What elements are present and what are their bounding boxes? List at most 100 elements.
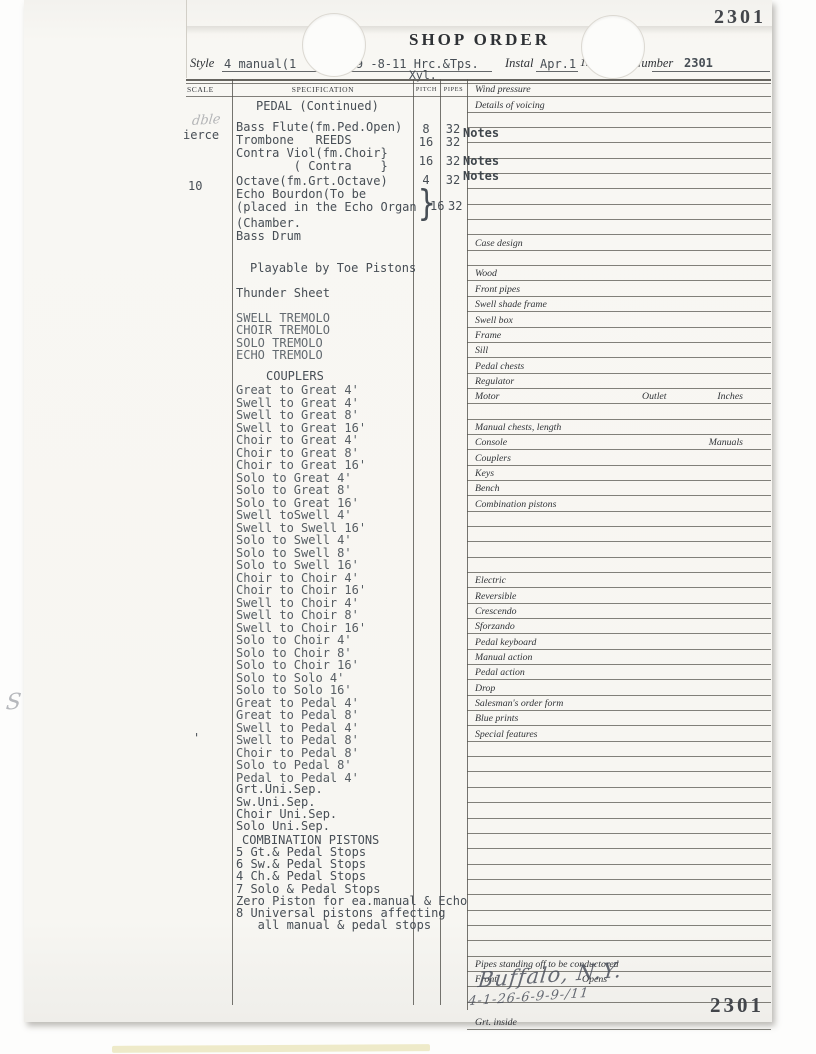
form-row-label: Swell box xyxy=(475,314,513,326)
unison-separation-line: Grt.Uni.Sep. xyxy=(236,782,323,797)
scan-smudge xyxy=(186,26,772,34)
pedal-stop-line: Trombone REEDS xyxy=(236,133,352,147)
coupler-list: Great to Great 4' Swell to Great 4' Swell … xyxy=(236,384,468,784)
form-row-label: Pedal action xyxy=(475,667,525,679)
form-row xyxy=(467,987,771,1003)
form-row: Special features xyxy=(467,726,771,742)
number-value: 2301 xyxy=(684,56,713,70)
form-row-label: Swell shade frame xyxy=(475,299,547,311)
coupler-line: Solo to Swell 16' xyxy=(236,558,359,573)
form-row xyxy=(467,527,771,543)
form-row xyxy=(467,757,771,773)
combination-pistons-heading: COMBINATION PISTONS xyxy=(242,832,380,847)
form-row-label: Frame xyxy=(475,329,502,341)
specification-typed-column: PEDAL (Continued) Bass Flute(fm.Ped.Open… xyxy=(236,96,468,933)
pedal-stop-line: Bass Drum xyxy=(236,229,302,243)
coupler-line: Solo to Great 8' xyxy=(236,483,352,498)
pipes-value: 32 xyxy=(448,199,463,213)
form-row: Reversible xyxy=(467,588,771,604)
pipes-value: 32 xyxy=(445,154,461,168)
form-row xyxy=(467,865,771,880)
scan-artifact-strip xyxy=(111,1044,431,1053)
coupler-line: Choir to Great 8' xyxy=(236,445,359,460)
form-row-label: Regulator xyxy=(475,375,515,387)
coupler-line: Solo to Choir 16' xyxy=(236,658,359,673)
form-row xyxy=(467,251,771,267)
specification-column-header: SPECIFICATION xyxy=(291,85,355,94)
column-divider xyxy=(413,79,414,1005)
form-row xyxy=(467,788,771,804)
thunder-sheet-line: Thunder Sheet xyxy=(236,286,330,300)
form-row-label: Combination pistons xyxy=(475,498,557,510)
form-row-label: Motor xyxy=(475,391,500,403)
form-row xyxy=(467,880,771,896)
coupler-line: Swell to Swell 16' xyxy=(236,520,367,535)
form-row-right-label: Inches xyxy=(717,391,743,403)
combination-piston-line: 5 Gt.& Pedal Stops xyxy=(236,845,367,860)
form-row: Regulator xyxy=(467,374,771,389)
form-row-label: Console xyxy=(475,437,508,449)
form-row: Pipes standing off to be conductored xyxy=(467,957,771,972)
form-row: Details of voicing xyxy=(467,97,771,113)
form-row: Grt. inside xyxy=(467,1003,771,1030)
coupler-line: Great to Pedal 4' xyxy=(236,695,359,710)
form-row: Bench xyxy=(467,481,771,497)
form-row-label: Sforzando xyxy=(475,621,515,633)
coupler-line: Great to Great 4' xyxy=(236,383,359,398)
coupler-line: Swell to Choir 16' xyxy=(236,620,367,635)
typed-notes-entry: Notes xyxy=(463,154,500,168)
preprinted-form-column: Wind pressure Details of voicing xyxy=(467,82,771,1054)
form-row xyxy=(467,174,771,190)
form-row-label: Manual chests, length xyxy=(475,421,562,433)
form-row-label: Grt. inside xyxy=(475,1016,517,1028)
style-label: Style xyxy=(190,56,215,70)
form-row-label: Special features xyxy=(475,728,538,740)
form-row xyxy=(467,834,771,850)
form-row xyxy=(467,1030,771,1054)
instal-label: Instal xyxy=(505,56,534,70)
coupler-line: Solo to Great 4' xyxy=(236,470,352,485)
form-row xyxy=(467,512,771,527)
typed-margin-note: ierce xyxy=(183,128,220,142)
form-row-label: Wood xyxy=(475,268,497,280)
pitch-value: 16 xyxy=(418,135,434,149)
form-row-label: Pedal keyboard xyxy=(475,636,537,648)
coupler-line: Swell to Choir 4' xyxy=(236,595,359,610)
form-row-label: Pedal chests xyxy=(475,360,525,372)
combination-piston-line: 8 Universal pistons affecting xyxy=(236,906,446,921)
combination-piston-line: 4 Ch.& Pedal Stops xyxy=(236,869,367,884)
unison-separation-line: Solo Uni.Sep. xyxy=(236,819,330,834)
form-row xyxy=(467,895,771,911)
form-row-mid-label: Outlet xyxy=(642,391,667,403)
form-row-label: Keys xyxy=(475,467,495,479)
form-row-label: Electric xyxy=(475,575,507,587)
form-row: Motor Outlet Inches xyxy=(467,389,771,405)
column-divider xyxy=(440,79,441,1005)
form-row: Frame xyxy=(467,328,771,343)
rule xyxy=(222,71,492,72)
form-row: Sill xyxy=(467,343,771,359)
pedal-stop-line: (placed in the Echo Organ xyxy=(236,200,417,214)
form-row-label: Front xyxy=(475,974,497,986)
pitch-value: 16 xyxy=(418,154,434,168)
form-row xyxy=(467,803,771,819)
pipes-column-header: PIPES xyxy=(443,86,464,93)
coupler-line: Swell to Great 4' xyxy=(236,395,359,410)
coupler-line: Solo to Choir 8' xyxy=(236,645,352,660)
coupler-line: Swell to Great 8' xyxy=(236,408,359,423)
form-row: Pedal keyboard xyxy=(467,634,771,650)
pedal-stop-line: Echo Bourdon(To be xyxy=(236,187,367,201)
form-row-label: Crescendo xyxy=(475,606,517,618)
form-row xyxy=(467,404,771,420)
brace-glyph: } xyxy=(418,183,436,224)
form-row: Swell shade frame xyxy=(467,297,771,313)
pipes-value: 32 xyxy=(445,135,461,149)
form-row xyxy=(467,542,771,558)
form-row: Case design xyxy=(467,235,771,251)
typed-notes-entry: Notes xyxy=(463,169,500,183)
form-row xyxy=(467,143,771,159)
form-row xyxy=(467,926,771,942)
pedal-section-heading: PEDAL (Continued) xyxy=(256,99,379,113)
combination-piston-line: all manual & pedal stops xyxy=(236,918,432,933)
form-row xyxy=(467,159,771,175)
